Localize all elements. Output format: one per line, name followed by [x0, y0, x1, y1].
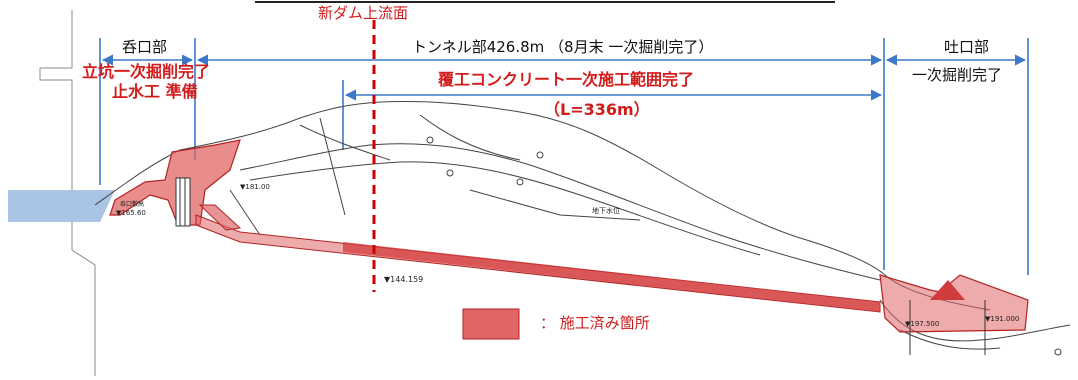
- tunnel-section-label: トンネル部426.8m （8月末 一次掘削完了）: [412, 38, 714, 56]
- elevation-outlet-right: ▼191.000: [985, 315, 1020, 323]
- inlet-note: 呑口敷高: [120, 201, 145, 208]
- dimension-arrows: [101, 54, 1027, 101]
- elevation-inlet-right: ▼181.00: [240, 183, 270, 191]
- outlet-status-label: 一次掘削完了: [912, 66, 1003, 84]
- frame-left-border: [39, 10, 96, 376]
- shaft-status-line2: 止水工 準備: [112, 82, 198, 101]
- dimension-guides: [99, 38, 1029, 275]
- elevation-inlet-left: ▼165.60: [116, 209, 146, 217]
- groundwater-label: 地下水位: [592, 207, 620, 215]
- lining-status-label: 覆工コンクリート一次施工範囲完了: [438, 70, 695, 89]
- outlet-completed: [879, 274, 1029, 333]
- new-dam-face-label: 新ダム上流面: [318, 4, 409, 22]
- shaft-status-line1: 立坑一次掘削完了: [82, 62, 211, 81]
- legend-swatch: [462, 308, 520, 340]
- elevation-mid: ▼144.159: [384, 275, 424, 284]
- elevation-outlet-left: ▼197.500: [905, 320, 940, 328]
- inlet-section-label: 呑口部: [122, 38, 168, 56]
- inlet-transition: [198, 204, 242, 231]
- lining-length-label: （L=336m）: [544, 100, 650, 119]
- shaft-core: [175, 177, 191, 227]
- reservoir-water: [8, 190, 115, 222]
- legend-text: ： 施工済み箇所: [540, 314, 650, 332]
- terrain-markers: [426, 136, 1062, 356]
- tunnel-lining-completed: [343, 242, 880, 312]
- outlet-section-label: 吐口部: [944, 38, 990, 56]
- outlet-peak: [930, 280, 965, 300]
- inlet-shaft-completed: [109, 139, 241, 226]
